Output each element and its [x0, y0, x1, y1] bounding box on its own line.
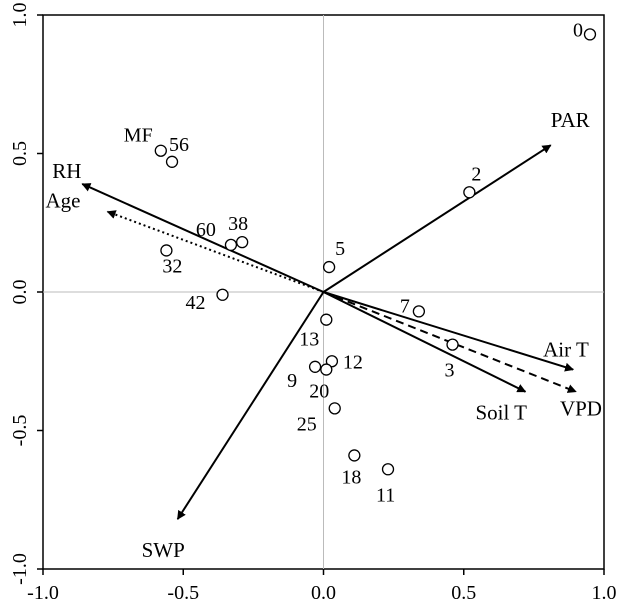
vector-arrow: [81, 183, 324, 293]
vector-arrow: [106, 210, 324, 293]
vector-arrow: [323, 291, 575, 372]
x-tick-label: -0.5: [167, 582, 199, 604]
vector-label: Soil T: [475, 401, 527, 425]
sample-point: [328, 402, 341, 415]
x-tick-label: 0.5: [451, 582, 476, 604]
sample-point-label: 32: [162, 255, 182, 277]
vector-label: RH: [52, 159, 81, 183]
sample-point-label: 5: [335, 238, 345, 260]
vector-label: Age: [46, 189, 81, 213]
sample-point: [320, 363, 333, 376]
sample-point: [154, 144, 167, 157]
sample-point-label: 42: [186, 292, 206, 314]
sample-point: [224, 238, 238, 252]
sample-point-label: 9: [287, 370, 297, 392]
vector-label: Air T: [543, 338, 589, 362]
sample-point: [320, 313, 333, 326]
sample-point: [236, 235, 249, 249]
vector-label: PAR: [551, 108, 590, 132]
vector-label: VPD: [560, 397, 602, 421]
sample-point-label: 13: [299, 329, 319, 351]
x-tick-label: 0.0: [311, 582, 336, 604]
x-tick-label: -1.0: [27, 582, 59, 604]
vector-arrow: [323, 291, 527, 393]
vector-arrows: PAR RH Age Air T VPD Soil T SWP: [46, 108, 602, 562]
sample-point: [165, 155, 179, 168]
sample-point: [381, 463, 395, 476]
sample-point: [348, 449, 361, 462]
sample-point: [308, 360, 322, 373]
sample-point-label: 7: [400, 295, 410, 317]
sample-points: 0 2 MF 56 60 38 32 5 42 7 3 13 12 9 20 25 18 11: [124, 19, 597, 506]
vector-label: SWP: [142, 538, 185, 562]
x-tick-label: 1.0: [592, 582, 617, 604]
sample-point-label: 3: [445, 360, 455, 382]
vector-arrow: [322, 144, 552, 293]
y-tick-label: 1.0: [9, 3, 31, 28]
sample-point-label: 2: [471, 163, 481, 185]
sample-point: [322, 260, 336, 274]
vector-arrow: [176, 291, 325, 520]
sample-point-label: MF: [124, 125, 153, 147]
sample-point: [446, 338, 459, 351]
sample-point-label: 38: [228, 213, 248, 235]
y-tick-label: 0.5: [9, 141, 31, 166]
y-tick-label: 0.0: [9, 280, 31, 305]
sample-point-label: 11: [376, 484, 395, 506]
sample-point: [325, 355, 339, 368]
axis-ticks: -1.0 -0.5 0.0 0.5 1.0 -1.0 -0.5 0.0 0.5 1.0: [9, 3, 617, 605]
sample-point-label: 12: [343, 351, 363, 373]
sample-point: [583, 28, 597, 41]
sample-point: [160, 244, 173, 257]
sample-point-label: 20: [309, 381, 329, 403]
sample-point-label: 56: [169, 134, 189, 156]
y-tick-label: -0.5: [9, 415, 31, 447]
sample-point-label: 18: [341, 466, 361, 488]
sample-point-label: 0: [573, 19, 583, 41]
y-tick-label: -1.0: [9, 553, 31, 585]
sample-point-label: 60: [196, 219, 216, 241]
sample-point: [463, 186, 476, 199]
sample-point: [412, 305, 426, 318]
sample-point-label: 25: [297, 413, 317, 435]
sample-point: [216, 288, 229, 301]
